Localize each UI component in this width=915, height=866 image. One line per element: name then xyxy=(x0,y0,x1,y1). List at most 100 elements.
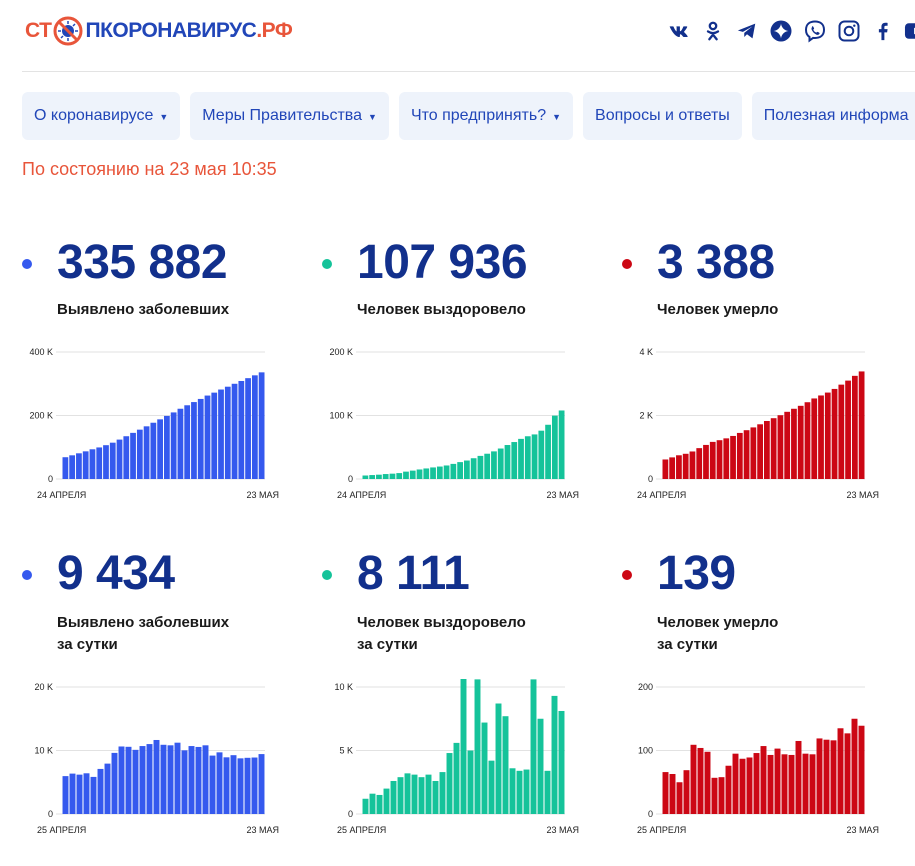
chart-bar[interactable] xyxy=(446,753,453,814)
yandex-zen-icon[interactable] xyxy=(768,18,793,43)
chart-bar[interactable] xyxy=(369,793,376,814)
vk-icon[interactable] xyxy=(666,18,691,43)
chart-bar[interactable] xyxy=(164,415,170,479)
chart-bar[interactable] xyxy=(425,774,432,814)
chart-bar[interactable] xyxy=(518,438,524,479)
chart-bar[interactable] xyxy=(362,798,369,814)
chart-bar[interactable] xyxy=(767,754,774,814)
chart-bar[interactable] xyxy=(495,703,502,814)
chart-bar[interactable] xyxy=(818,395,824,479)
nav-about-coronavirus[interactable]: О коронавирусе ▼ xyxy=(22,92,181,140)
chart-bar[interactable] xyxy=(802,753,809,814)
chart-bar[interactable] xyxy=(464,460,470,479)
chart-bar[interactable] xyxy=(858,725,865,814)
chart-bar[interactable] xyxy=(369,475,376,479)
chart-bar[interactable] xyxy=(531,434,538,479)
chart-bar[interactable] xyxy=(777,415,784,479)
chart-bar[interactable] xyxy=(69,773,76,814)
chart-bar[interactable] xyxy=(376,794,383,814)
chart-bar[interactable] xyxy=(757,424,763,479)
chart-bar[interactable] xyxy=(432,780,439,814)
chart-bar[interactable] xyxy=(711,777,718,814)
chart-bar[interactable] xyxy=(530,679,537,814)
chart-bar[interactable] xyxy=(845,380,851,479)
chart-bar[interactable] xyxy=(470,458,477,479)
chart-bar[interactable] xyxy=(191,402,197,479)
chart-bar[interactable] xyxy=(791,408,797,479)
chart-bar[interactable] xyxy=(816,738,823,814)
chart-bar[interactable] xyxy=(216,752,223,814)
chart-bar[interactable] xyxy=(516,770,523,814)
chart-bar[interactable] xyxy=(736,432,743,479)
chart-bar[interactable] xyxy=(157,419,163,479)
chart-bar[interactable] xyxy=(197,398,204,479)
chart-bar[interactable] xyxy=(504,445,511,479)
chart-bar[interactable] xyxy=(397,777,404,814)
chart-bar[interactable] xyxy=(709,441,716,479)
chart-bar[interactable] xyxy=(238,380,245,479)
chart-bar[interactable] xyxy=(416,469,423,479)
chart-bar[interactable] xyxy=(411,774,418,814)
chart-bar[interactable] xyxy=(389,473,396,479)
chart-bar[interactable] xyxy=(690,744,697,814)
chart-bar[interactable] xyxy=(696,448,703,479)
chart-bar[interactable] xyxy=(125,746,132,814)
chart-bar[interactable] xyxy=(551,415,558,479)
chart-bar[interactable] xyxy=(831,388,838,479)
chart-bar[interactable] xyxy=(153,739,160,814)
chart-bar[interactable] xyxy=(676,455,682,479)
chart-bar[interactable] xyxy=(218,389,224,479)
chart-bar[interactable] xyxy=(62,776,69,814)
chart-bar[interactable] xyxy=(453,742,460,814)
chart-bar[interactable] xyxy=(418,777,425,814)
chart-bar[interactable] xyxy=(390,780,397,814)
chart-bar[interactable] xyxy=(823,739,830,814)
chart-bar[interactable] xyxy=(716,440,723,479)
instagram-icon[interactable] xyxy=(836,18,861,43)
chart-bar[interactable] xyxy=(76,453,82,479)
chart-bar[interactable] xyxy=(116,439,123,479)
chart-bar[interactable] xyxy=(788,754,795,814)
chart-bar[interactable] xyxy=(251,757,258,814)
chart-bar[interactable] xyxy=(188,746,195,814)
chart-bar[interactable] xyxy=(781,754,788,814)
chart-bar[interactable] xyxy=(160,744,167,814)
chart-bar[interactable] xyxy=(467,750,474,815)
nav-what-to-do[interactable]: Что предпринять? ▼ xyxy=(398,92,574,140)
chart-bar[interactable] xyxy=(97,768,104,814)
chart-bar[interactable] xyxy=(703,444,709,479)
chart-bar[interactable] xyxy=(511,442,518,479)
chart-bar[interactable] xyxy=(103,445,109,479)
chart-bar[interactable] xyxy=(795,740,802,814)
chart-bar[interactable] xyxy=(558,710,565,814)
chart-bar[interactable] xyxy=(669,773,676,814)
chart-bar[interactable] xyxy=(811,398,818,479)
chart-bar[interactable] xyxy=(139,746,146,814)
chart-bar[interactable] xyxy=(224,386,231,479)
chart-bar[interactable] xyxy=(403,471,409,479)
chart-bar[interactable] xyxy=(130,432,136,479)
chart-bar[interactable] xyxy=(460,679,467,814)
nav-faq[interactable]: Вопросы и ответы xyxy=(583,92,742,140)
site-logo[interactable]: СТ ПКОРОНАВИРУС .РФ xyxy=(25,14,293,48)
chart-bar[interactable] xyxy=(258,372,265,479)
chart-bar[interactable] xyxy=(774,748,781,814)
nav-useful-info[interactable]: Полезная информа xyxy=(751,92,915,140)
chart-bar[interactable] xyxy=(739,758,746,814)
chart-bar[interactable] xyxy=(824,392,831,479)
chart-bar[interactable] xyxy=(104,763,111,814)
chart-bar[interactable] xyxy=(62,457,69,479)
chart-bar[interactable] xyxy=(545,424,551,479)
chart-bar[interactable] xyxy=(245,378,251,479)
chart-bar[interactable] xyxy=(376,474,382,479)
chart-bar[interactable] xyxy=(662,459,669,479)
chart-bar[interactable] xyxy=(730,435,736,479)
chart-bar[interactable] xyxy=(184,405,191,479)
chart-bar[interactable] xyxy=(150,422,157,479)
viber-icon[interactable] xyxy=(802,18,827,43)
chart-bar[interactable] xyxy=(118,746,125,814)
chart-bar[interactable] xyxy=(82,451,89,479)
chart-bar[interactable] xyxy=(732,753,739,814)
chart-bar[interactable] xyxy=(753,753,760,814)
telegram-icon[interactable] xyxy=(734,18,759,43)
